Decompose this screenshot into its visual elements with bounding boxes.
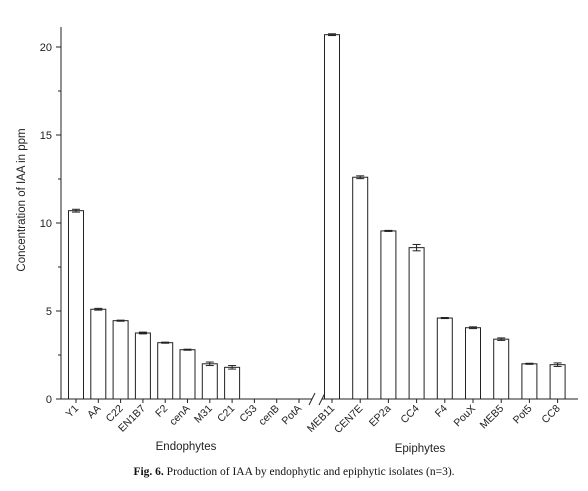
bar (493, 338, 510, 400)
category-label: cenA (167, 403, 192, 428)
bar (224, 366, 241, 400)
y-tick-label: 5 (46, 306, 52, 318)
group-label-epiphytes: Epiphytes (395, 443, 446, 455)
bar (324, 34, 340, 400)
category-label: CEN7E (332, 403, 365, 436)
category-label: cenB (256, 403, 281, 428)
category-label: C53 (237, 403, 259, 425)
bar (90, 308, 107, 400)
bar (380, 230, 397, 400)
category-label: AA (85, 403, 103, 421)
figure-caption: Fig. 6. Production of IAA by endophytic … (0, 466, 588, 478)
bar (549, 364, 566, 400)
category-label: MEB5 (478, 403, 507, 432)
y-tick-label: 15 (40, 130, 52, 142)
y-tick-label: 10 (40, 218, 52, 230)
bar (408, 247, 425, 400)
bar (201, 363, 218, 400)
bar (179, 349, 196, 400)
bar (157, 342, 174, 400)
caption-label: Fig. 6. (133, 466, 164, 478)
bar (68, 210, 84, 400)
category-label: EP2a (367, 403, 394, 430)
category-label: PouX (451, 403, 478, 430)
bar (465, 327, 481, 400)
bar (112, 320, 129, 400)
y-tick-label: 0 (46, 394, 52, 406)
category-label: CC4 (398, 403, 421, 426)
bar (521, 363, 538, 400)
bar (352, 176, 369, 400)
y-axis-title: Concentration of IAA in ppm (16, 128, 28, 271)
category-label: F2 (153, 403, 170, 420)
category-label: F4 (433, 403, 450, 420)
group-label-endophytes: Endophytes (156, 441, 217, 453)
y-tick-label: 20 (40, 42, 52, 54)
caption-text: Production of IAA by endophytic and epip… (163, 466, 455, 478)
category-label: Pot5 (511, 403, 535, 427)
category-label: M31 (192, 403, 215, 426)
bar (134, 332, 151, 400)
bars (68, 33, 566, 400)
category-label: MEB11 (305, 403, 337, 435)
category-label: C21 (215, 403, 237, 425)
category-label: CC8 (539, 403, 562, 426)
category-label: PotA (280, 403, 305, 428)
axis-break-mark (308, 392, 316, 406)
category-label: Y1 (64, 403, 82, 421)
bar (436, 317, 453, 400)
